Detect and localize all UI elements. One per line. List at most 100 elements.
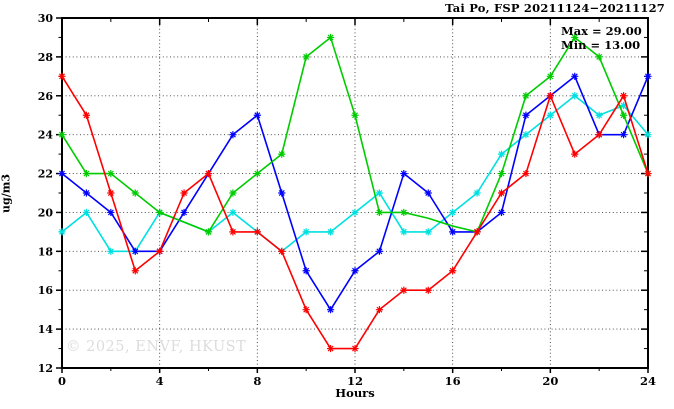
legend-min-value: Min = 13.00 (561, 38, 641, 52)
station-green-marker (351, 111, 359, 119)
station-blue-marker (180, 208, 188, 217)
max-min-legend: Max = 29.00 Min = 13.00 (561, 24, 642, 52)
chart-title: Tai Po, FSP 20211124−20211127 (445, 1, 665, 15)
station-red-marker (351, 344, 359, 353)
station-red-marker (82, 111, 91, 119)
station-blue-marker (571, 72, 579, 80)
station-blue-marker (326, 306, 335, 314)
station-green-marker (302, 53, 310, 61)
station-blue-marker (619, 131, 628, 139)
y-tick-label: 26 (38, 90, 54, 103)
station-green-marker (326, 33, 335, 42)
station-green-marker (253, 169, 261, 178)
station-red-marker (58, 72, 66, 80)
station-red-marker (302, 306, 310, 314)
station-blue-marker (351, 267, 359, 275)
station-blue-marker (278, 189, 286, 197)
x-axis-label: Hours (335, 386, 375, 400)
station-red-marker (131, 267, 139, 275)
station-cyan-marker (424, 228, 432, 236)
station-cyan-marker (302, 228, 310, 236)
station-red-marker (204, 169, 213, 178)
station-green-marker (156, 208, 164, 217)
station-blue-line (61, 75, 649, 311)
x-tick-label: 24 (640, 374, 656, 388)
y-tick-label: 14 (38, 323, 54, 336)
station-green-line (61, 36, 649, 233)
x-tick-label: 0 (58, 374, 66, 388)
y-tick-label: 16 (38, 284, 54, 297)
station-cyan-marker (229, 208, 237, 217)
station-blue-marker (644, 72, 652, 80)
station-red-marker (571, 150, 579, 158)
station-red-marker (156, 247, 164, 255)
y-tick-label: 30 (38, 12, 54, 25)
station-red-marker (522, 169, 530, 178)
station-cyan-marker (473, 189, 481, 197)
station-red-marker (253, 228, 261, 236)
station-green-marker (58, 131, 66, 139)
station-blue-marker (449, 228, 457, 236)
station-green-marker (571, 33, 579, 42)
station-red-marker (229, 228, 237, 236)
station-green-marker (107, 169, 115, 178)
legend-max-value: Max = 29.00 (561, 24, 642, 38)
station-blue-marker (229, 131, 237, 139)
x-tick-label: 12 (347, 374, 363, 388)
x-tick-label: 16 (445, 374, 461, 388)
station-red-marker (619, 92, 628, 100)
station-green-marker (400, 208, 408, 217)
station-red-marker (644, 169, 652, 178)
station-red-marker (375, 306, 384, 314)
station-red-marker (326, 344, 335, 353)
station-green-marker (229, 189, 237, 197)
station-cyan-marker (375, 189, 384, 197)
station-cyan-marker (497, 150, 506, 158)
station-red-marker (497, 189, 506, 197)
station-cyan-marker (326, 228, 335, 236)
station-red-marker (278, 247, 286, 255)
station-cyan-marker (546, 111, 554, 119)
station-cyan-marker (400, 228, 408, 236)
station-green-marker (375, 208, 384, 217)
station-red-marker (473, 228, 481, 236)
station-green-marker (595, 53, 603, 61)
station-green-marker (546, 72, 554, 80)
station-blue-marker (522, 111, 530, 119)
x-tick-label: 20 (542, 374, 558, 388)
station-cyan-marker (351, 208, 359, 217)
station-red-marker (107, 189, 115, 197)
station-blue-marker (253, 111, 261, 119)
station-blue-marker (82, 189, 91, 197)
station-green-marker (131, 189, 139, 197)
station-green-marker (278, 150, 286, 158)
station-red-marker (595, 131, 603, 139)
y-tick-label: 12 (38, 362, 53, 375)
station-cyan-marker (58, 228, 66, 236)
y-tick-label: 28 (38, 51, 54, 64)
station-cyan-marker (522, 131, 530, 139)
station-blue-marker (107, 208, 115, 217)
y-tick-label: 22 (38, 168, 53, 181)
x-tick-label: 8 (253, 374, 261, 388)
station-green-marker (522, 92, 530, 100)
station-blue-marker (400, 169, 408, 178)
station-cyan-marker (595, 111, 603, 119)
station-blue-marker (58, 169, 66, 178)
station-blue-marker (375, 247, 384, 255)
station-cyan-marker (107, 247, 115, 255)
station-cyan-marker (449, 208, 457, 217)
plot-border (61, 17, 649, 369)
x-tick-label: 4 (156, 374, 164, 388)
station-green-marker (204, 228, 213, 236)
station-blue-marker (497, 208, 506, 217)
station-cyan-marker (82, 208, 91, 217)
station-green-marker (497, 169, 506, 178)
station-blue-marker (424, 189, 432, 197)
y-tick-label: 24 (38, 129, 54, 142)
station-cyan-marker (619, 101, 628, 110)
station-red-marker (424, 286, 432, 294)
station-red-marker (546, 92, 554, 100)
